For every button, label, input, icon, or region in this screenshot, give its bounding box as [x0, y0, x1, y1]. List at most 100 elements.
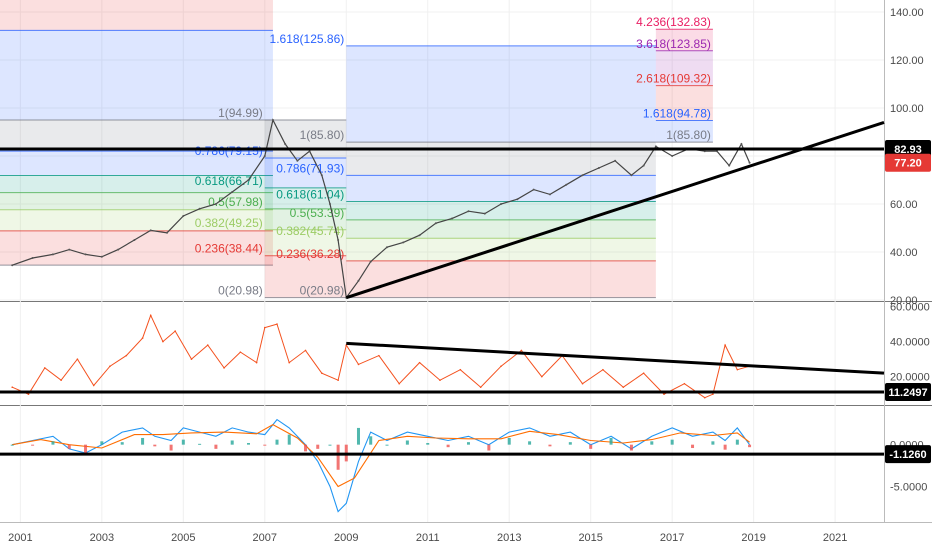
oscillator-point-27	[418, 361, 421, 364]
fib-band-0-2	[0, 192, 273, 210]
fib-level-label-2-2: 0.382(45.74)	[276, 224, 344, 238]
oscillator-point-21	[321, 372, 323, 374]
fib-level-label-3-0: 1(85.80)	[666, 128, 711, 142]
macd-histogram-bar-43	[735, 439, 739, 445]
price-point-40	[614, 159, 617, 162]
price-point-44	[671, 155, 674, 157]
price-point-37	[565, 183, 568, 186]
macd-histogram-bar-44	[748, 444, 752, 448]
macd-histogram-bar-4	[84, 444, 88, 454]
fib-level-label-1-4: 0.618(66.71)	[195, 174, 263, 188]
price-point-6	[117, 248, 120, 251]
macd-histogram-bar-34	[568, 442, 572, 445]
price-point-30	[451, 217, 454, 220]
macd-histogram-bar-23	[356, 427, 360, 445]
fib-band-2-6	[346, 45, 656, 143]
fib-level-label-2-7: 1.618(125.86)	[270, 32, 345, 46]
oscillator-level-badge-bg	[885, 383, 931, 402]
oscillator-point-30	[479, 386, 482, 389]
oscillator-trendline	[346, 341, 885, 375]
price-point-50	[748, 161, 751, 164]
x-tick-label-2015: 2015	[578, 532, 602, 544]
price-point-3	[68, 248, 71, 251]
fib-level-label-3-4: 4.236(132.83)	[636, 15, 711, 29]
price-point-27	[402, 241, 405, 244]
fib-band-0-0	[0, 230, 273, 266]
oscillator-point-20	[304, 349, 307, 352]
price-point-24	[357, 279, 360, 282]
macd-histogram-bar-15	[263, 444, 267, 446]
oscillator-point-42	[712, 393, 714, 396]
price-point-18	[296, 159, 299, 162]
fib-level-label-3-3: 3.618(123.85)	[636, 37, 711, 51]
fib-level-label-2-5: 0.786(71.93)	[276, 161, 344, 175]
macd-histogram-bar-6	[120, 442, 124, 445]
oscillator-y-tick-label-60.0000: 60.0000	[890, 302, 930, 314]
oscillator-point-9	[149, 314, 152, 317]
price-point-14	[247, 179, 250, 181]
macd-histogram-bar-32	[528, 441, 532, 445]
price-point-47	[715, 150, 718, 153]
x-tick-label-2007: 2007	[253, 532, 277, 544]
oscillator-point-25	[378, 354, 380, 357]
fib-band-1-1	[264, 229, 347, 256]
price-point-22	[337, 239, 340, 241]
fib-band-0-4	[0, 151, 273, 176]
macd-histogram-bar-41	[711, 441, 715, 445]
fib-band-2-0	[346, 260, 656, 298]
price-point-2	[51, 253, 54, 256]
price-y-tick-label-60.00: 60.00	[890, 199, 918, 211]
price-badge-1-bg	[885, 153, 931, 172]
oscillator-point-35	[581, 382, 584, 385]
macd-level-badge-bg	[885, 445, 931, 464]
macd-histogram-bar-38	[650, 441, 654, 445]
price-point-48	[728, 164, 731, 167]
axes-layer: 2001 2003 2005 2007 2009 2011 2013 2015 2017 2019…	[8, 7, 931, 544]
price-point-29	[434, 222, 437, 225]
oscillator-point-5	[92, 384, 95, 387]
price-point-11	[198, 207, 201, 210]
price-point-20	[320, 174, 323, 177]
fib-band-3-3	[655, 29, 713, 51]
fib-level-label-2-4: 0.618(61.04)	[276, 188, 344, 202]
macd-line	[12, 418, 751, 513]
oscillator-point-8	[141, 337, 144, 339]
macd-histogram-bar-9	[169, 444, 173, 451]
oscillator-point-19	[288, 361, 291, 364]
macd-histogram-bar-28	[446, 444, 450, 448]
x-tick-label-2013: 2013	[497, 532, 521, 544]
fib-band-2-2	[346, 219, 656, 239]
price-y-tick-label-140.00: 140.00	[890, 7, 924, 19]
price-point-42	[642, 164, 645, 167]
fib-level-label-1-1: 0.236(38.44)	[195, 242, 263, 256]
price-point-7	[133, 239, 136, 241]
macd-level-badge: -1.1260	[889, 449, 926, 461]
oscillator-level-badge: 11.2497	[888, 387, 927, 399]
price-point-41	[630, 174, 633, 177]
price-y-tick-label-20.00: 20.00	[890, 295, 918, 307]
macd-histogram-bar-30	[487, 444, 491, 451]
macd-histogram-bar-21	[336, 444, 340, 470]
fib-band-2-3	[346, 201, 656, 220]
oscillator-point-24	[357, 363, 360, 366]
oscillator-point-10	[162, 340, 164, 343]
price-point-25	[369, 260, 372, 263]
macd-histogram-bar-5	[100, 441, 104, 445]
price-point-5	[100, 255, 103, 258]
fib-band-2-1	[346, 238, 656, 261]
oscillator-point-16	[255, 361, 258, 364]
fib-retracement-layer: 0(34.53)0.236(48.79)0.382(57.62)0.5(64.7…	[0, 0, 713, 299]
oscillator-point-17	[263, 326, 266, 329]
fib-band-1-2	[264, 208, 347, 230]
oscillator-point-40	[683, 382, 686, 385]
fib-band-0-7	[0, 0, 273, 31]
x-tick-label-2009: 2009	[334, 532, 358, 544]
oscillator-point-43	[724, 344, 726, 346]
oscillator-point-28	[439, 379, 441, 381]
fib-band-3-0	[655, 120, 713, 143]
fib-level-label-3-2: 2.618(109.32)	[636, 72, 711, 86]
price-point-32	[483, 212, 486, 215]
oscillator-point-32	[520, 349, 523, 352]
price-point-21	[328, 203, 331, 205]
